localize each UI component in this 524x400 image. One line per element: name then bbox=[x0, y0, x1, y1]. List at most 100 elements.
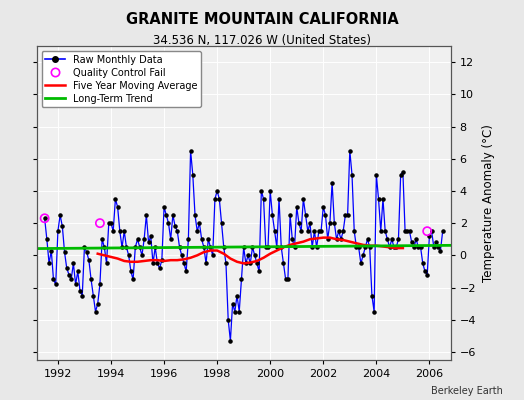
Point bbox=[93, 300, 102, 307]
Text: GRANITE MOUNTAIN CALIFORNIA: GRANITE MOUNTAIN CALIFORNIA bbox=[126, 12, 398, 27]
Point bbox=[198, 236, 206, 242]
Point bbox=[122, 244, 130, 250]
Point bbox=[306, 220, 314, 226]
Point bbox=[397, 172, 405, 178]
Point bbox=[392, 244, 400, 250]
Point bbox=[432, 239, 440, 246]
Point bbox=[394, 236, 402, 242]
Point bbox=[149, 260, 157, 266]
Point bbox=[346, 148, 354, 154]
Point bbox=[127, 268, 135, 275]
Point bbox=[51, 281, 60, 288]
Point bbox=[253, 260, 261, 266]
Point bbox=[423, 272, 431, 278]
Point bbox=[131, 244, 139, 250]
Point bbox=[60, 249, 69, 255]
Point bbox=[73, 268, 82, 275]
Point bbox=[98, 236, 106, 242]
Point bbox=[339, 228, 347, 234]
Point bbox=[151, 244, 159, 250]
Point bbox=[372, 172, 380, 178]
Point bbox=[125, 252, 133, 258]
Point bbox=[399, 168, 407, 175]
Point bbox=[401, 228, 409, 234]
Point bbox=[118, 244, 126, 250]
Point bbox=[430, 244, 438, 250]
Point bbox=[65, 272, 73, 278]
Point bbox=[246, 260, 255, 266]
Point bbox=[255, 268, 264, 275]
Point bbox=[303, 228, 312, 234]
Point bbox=[91, 308, 100, 315]
Point bbox=[189, 172, 197, 178]
Point bbox=[54, 228, 62, 234]
Point bbox=[187, 148, 195, 154]
Point bbox=[213, 188, 221, 194]
Point bbox=[434, 244, 442, 250]
Point bbox=[109, 228, 117, 234]
Point bbox=[319, 204, 328, 210]
Point bbox=[374, 196, 383, 202]
Point bbox=[202, 260, 210, 266]
Point bbox=[165, 220, 173, 226]
Point bbox=[233, 292, 241, 299]
Point bbox=[49, 276, 58, 283]
Point bbox=[292, 204, 301, 210]
Point bbox=[209, 252, 217, 258]
Point bbox=[204, 236, 212, 242]
Point bbox=[272, 244, 281, 250]
Y-axis label: Temperature Anomaly (°C): Temperature Anomaly (°C) bbox=[482, 124, 495, 282]
Point bbox=[264, 244, 272, 250]
Point bbox=[215, 196, 224, 202]
Point bbox=[354, 244, 363, 250]
Point bbox=[308, 244, 316, 250]
Point bbox=[334, 228, 343, 234]
Point bbox=[173, 228, 181, 234]
Point bbox=[383, 236, 391, 242]
Point bbox=[171, 223, 179, 230]
Point bbox=[96, 281, 104, 288]
Point bbox=[242, 260, 250, 266]
Point bbox=[56, 212, 64, 218]
Point bbox=[180, 260, 188, 266]
Point bbox=[160, 204, 168, 210]
Point bbox=[425, 233, 433, 239]
Point bbox=[211, 196, 219, 202]
Point bbox=[330, 220, 339, 226]
Point bbox=[314, 228, 323, 234]
Point bbox=[421, 268, 429, 275]
Point bbox=[310, 228, 319, 234]
Point bbox=[328, 180, 336, 186]
Point bbox=[224, 316, 232, 323]
Point bbox=[158, 257, 166, 263]
Point bbox=[386, 244, 394, 250]
Point bbox=[167, 236, 175, 242]
Point bbox=[156, 265, 164, 272]
Point bbox=[370, 308, 378, 315]
Point bbox=[259, 196, 268, 202]
Point bbox=[290, 244, 299, 250]
Point bbox=[138, 252, 146, 258]
Point bbox=[277, 244, 286, 250]
Point bbox=[107, 220, 115, 226]
Point bbox=[341, 212, 350, 218]
Point bbox=[235, 308, 244, 315]
Point bbox=[67, 276, 75, 283]
Point bbox=[85, 257, 93, 263]
Point bbox=[120, 228, 128, 234]
Point bbox=[299, 196, 308, 202]
Point bbox=[348, 172, 356, 178]
Point bbox=[244, 252, 252, 258]
Point bbox=[281, 276, 290, 283]
Point bbox=[71, 281, 80, 288]
Point bbox=[266, 188, 275, 194]
Point bbox=[136, 244, 144, 250]
Point bbox=[226, 338, 235, 344]
Point bbox=[406, 228, 414, 234]
Point bbox=[301, 212, 310, 218]
Point bbox=[102, 260, 111, 266]
Point bbox=[403, 228, 411, 234]
Point bbox=[133, 236, 141, 242]
Point bbox=[89, 292, 97, 299]
Point bbox=[45, 260, 53, 266]
